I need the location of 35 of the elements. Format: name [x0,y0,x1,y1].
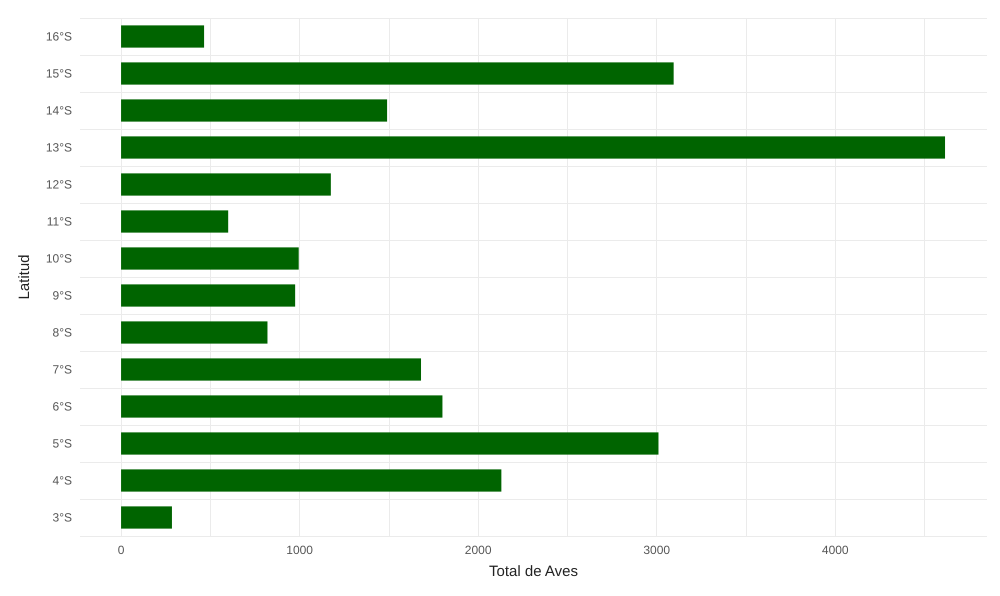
y-tick-label: 12°S [46,178,72,192]
bar [121,469,502,492]
x-tick-label: 2000 [464,543,492,557]
bar [121,395,442,418]
y-tick-label: 8°S [52,326,72,340]
y-tick-label: 15°S [46,66,72,80]
bar [121,25,204,48]
y-tick-label: 13°S [46,140,72,154]
bar [121,321,268,344]
y-tick-label: 6°S [52,400,72,414]
x-axis-title: Total de Aves [489,563,578,580]
y-tick-label: 7°S [52,362,72,376]
bar [121,173,331,196]
bar [121,247,299,270]
bar [121,99,388,122]
x-tick-label: 1000 [286,543,314,557]
x-tick-label: 4000 [822,543,849,557]
bar [121,284,296,307]
y-tick-label: 4°S [52,474,72,488]
bar [121,210,228,233]
y-tick-label: 14°S [46,104,72,118]
y-tick-label: 9°S [52,288,72,302]
x-tick-label: 3000 [643,543,670,557]
y-axis-title: Latitud [16,254,33,300]
bar [121,62,674,85]
y-tick-label: 3°S [52,510,72,524]
x-tick-label: 0 [118,543,125,557]
bar [121,432,658,455]
bar [121,506,172,529]
y-tick-label: 16°S [46,30,72,44]
bar [121,136,946,159]
bar [121,358,422,381]
y-tick-label: 5°S [52,436,72,450]
y-tick-label: 11°S [46,214,72,228]
y-tick-label: 10°S [46,252,72,266]
